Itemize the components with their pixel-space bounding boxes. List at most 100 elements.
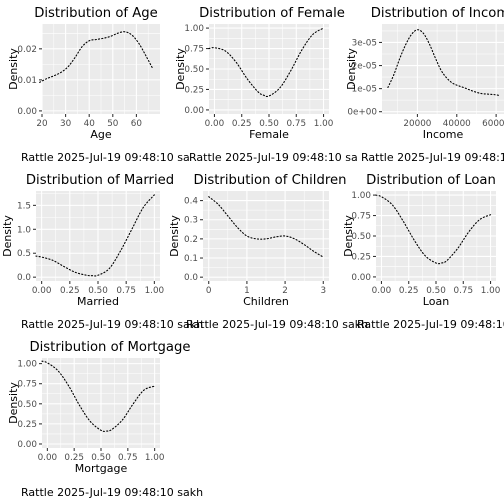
x-tick-label: 0.00	[32, 286, 52, 296]
x-tick-label: 0.25	[64, 453, 84, 463]
panel-title: Distribution of Incom	[371, 6, 504, 21]
density-curve	[208, 196, 324, 258]
density-panel: Distribution of Female 0.00 0.25 0.50 0.75 1.…	[174, 6, 358, 164]
rattle-footer: Rattle 2025-Jul-19 09:48:10 sakh	[21, 318, 203, 331]
x-tick-label: 60	[131, 119, 143, 129]
y-tick-label: 3e-05	[352, 38, 377, 48]
y-tick-label: 0.50	[184, 65, 204, 75]
rattle-footer: Rattle 2025-Jul-19 09:48:10 sa	[21, 151, 190, 164]
density-panel: Distribution of Mortgage 0.00 0.25 0.50 0.75…	[7, 340, 203, 499]
y-tick-label: 0.00	[184, 106, 204, 116]
y-tick-label: 0.75	[17, 380, 37, 390]
y-axis-title: Density	[7, 48, 20, 90]
x-tick-label: 3	[320, 286, 326, 296]
x-tick-label: 0.50	[426, 286, 446, 296]
rattle-footer: Rattle 2025-Jul-19 09:48:10 sa	[189, 151, 358, 164]
panel-title: Distribution of Age	[34, 6, 158, 21]
x-tick-label: 50	[107, 119, 119, 129]
rattle-footer: Rattle 2025-Jul-19 09:48:10 sakh	[21, 486, 203, 499]
panel-title: Distribution of Married	[26, 173, 174, 188]
y-axis-title: Density	[7, 382, 20, 424]
density-curve	[35, 194, 155, 277]
x-tick-label: 0.25	[399, 286, 419, 296]
y-tick-label: 0.02	[17, 45, 37, 55]
y-axis-title: Density	[174, 48, 187, 90]
y-axis-title: Density	[345, 48, 358, 90]
x-tick-label: 30	[60, 119, 72, 129]
x-tick-label: 1.00	[314, 119, 334, 129]
x-tick-label: 0.75	[118, 453, 138, 463]
x-tick-label: 1.00	[145, 453, 165, 463]
x-axis-title: Loan	[423, 295, 449, 308]
x-tick-label: 20000	[403, 119, 431, 129]
y-tick-label: 0.00	[351, 273, 371, 283]
panel-title: Distribution of Loan	[366, 173, 496, 188]
x-tick-label: 1.00	[481, 286, 501, 296]
density-panel: Distribution of Loan 0.00 0.25 0.50 0.75 1.00…	[342, 173, 504, 331]
x-tick-label: 0.00	[372, 286, 392, 296]
x-tick-label: 0	[206, 286, 212, 296]
density-panel: Distribution of Age 20 30 40 50 60 0.00 0.01 0.0…	[7, 6, 190, 164]
plot-background	[382, 24, 504, 114]
y-tick-label: 1.00	[351, 191, 371, 201]
x-axis-title: Mortgage	[75, 462, 128, 475]
y-tick-label: 0.4	[184, 197, 198, 207]
x-tick-label: 0.00	[38, 453, 58, 463]
y-axis-title: Density	[342, 215, 355, 257]
density-curve	[387, 29, 501, 97]
density-curve	[41, 360, 156, 432]
y-tick-label: 0.25	[184, 85, 204, 95]
x-tick-label: 0.25	[232, 119, 252, 129]
x-tick-label: 0.50	[91, 453, 111, 463]
y-tick-label: 0.75	[351, 212, 371, 222]
rattle-footer: Rattle 2025-Jul-19 09:48:10 sa	[357, 318, 504, 331]
rattle-footer: Rattle 2025-Jul-19 09:48:10 sakh	[186, 318, 368, 331]
y-tick-label: 0.00	[17, 440, 37, 450]
x-tick-label: 1.00	[145, 286, 165, 296]
x-tick-label: 40	[84, 119, 96, 129]
y-tick-label: 0.25	[17, 420, 37, 430]
y-tick-label: 1e-05	[352, 85, 377, 95]
y-tick-label: 0.5	[17, 249, 31, 259]
panel-title: Distribution of Mortgage	[29, 340, 190, 355]
x-tick-label: 0.75	[116, 286, 136, 296]
density-curve	[375, 194, 492, 265]
rattle-footer: Rattle 2025-Jul-19 09:48:10 sa	[361, 151, 504, 164]
panel-title: Distribution of Children	[194, 173, 347, 188]
y-tick-label: 2e-05	[352, 62, 377, 72]
x-axis-title: Income	[423, 128, 464, 141]
y-tick-label: 0.75	[184, 45, 204, 55]
density-panel: Distribution of Married 0.00 0.25 0.50 0.75 1…	[1, 173, 203, 331]
y-tick-label: 1.00	[184, 24, 204, 34]
y-tick-label: 1.0	[17, 225, 31, 235]
x-tick-label: 0.75	[453, 286, 473, 296]
x-tick-label: 0.00	[205, 119, 225, 129]
x-tick-label: 40000	[443, 119, 471, 129]
x-axis-title: Female	[249, 128, 289, 141]
y-tick-label: 0.50	[351, 232, 371, 242]
y-tick-label: 0.3	[184, 216, 198, 226]
y-tick-label: 0.0	[17, 273, 31, 283]
y-tick-label: 0.0	[184, 273, 198, 283]
x-tick-label: 0.50	[259, 119, 279, 129]
y-tick-label: 0.1	[184, 254, 198, 264]
x-tick-label: 0.50	[88, 286, 108, 296]
x-tick-label: 20	[36, 119, 48, 129]
x-tick-label: 0.75	[286, 119, 306, 129]
x-axis-title: Children	[243, 295, 289, 308]
density-panel: Distribution of Children 0 1 2 3 0.0 0.1 0.2 0.3…	[168, 173, 368, 331]
x-tick-label: 2	[282, 286, 288, 296]
density-curve	[39, 31, 154, 83]
y-tick-label: 0.2	[184, 235, 198, 245]
y-tick-label: 1.00	[17, 360, 37, 370]
y-axis-title: Density	[168, 215, 181, 257]
density-curve	[208, 27, 325, 98]
y-tick-label: 0.01	[17, 76, 37, 86]
y-tick-label: 0.25	[351, 252, 371, 262]
x-axis-title: Age	[90, 128, 112, 141]
panel-title: Distribution of Female	[199, 6, 345, 21]
y-tick-label: 0e+00	[347, 108, 377, 118]
